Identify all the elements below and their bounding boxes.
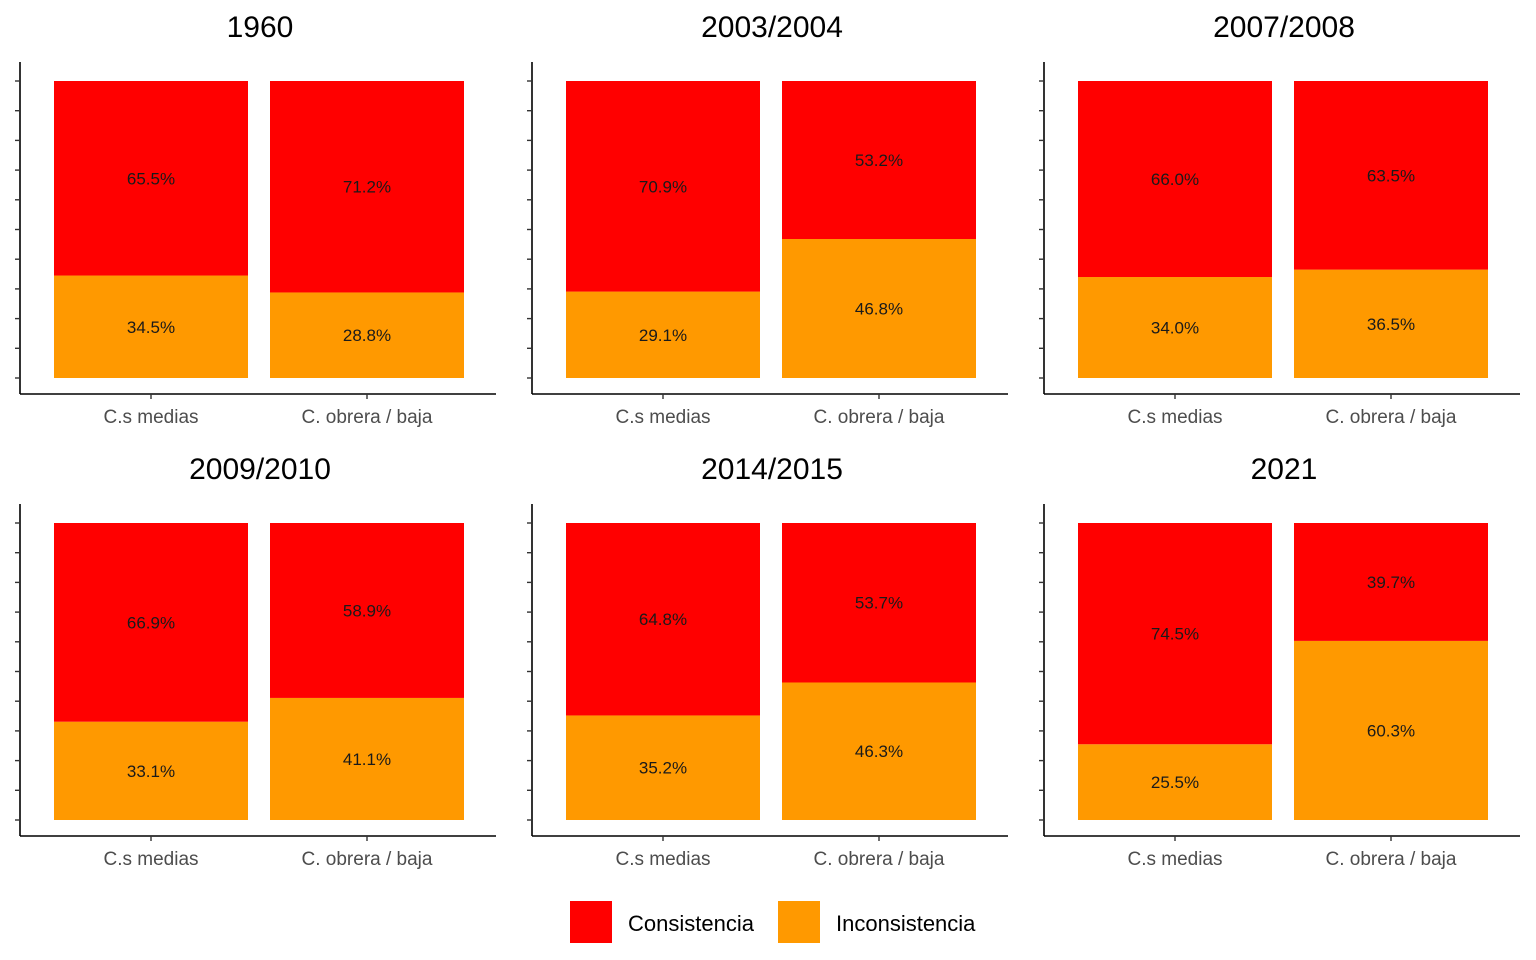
x-tick-label: C. obrera / baja [302, 849, 433, 870]
x-tick-label: C. obrera / baja [302, 407, 433, 428]
data-label: 28.8% [343, 326, 391, 345]
x-tick-label: C.s medias [615, 849, 710, 870]
bar-segment-consistencia [54, 523, 248, 722]
x-tick-label: C. obrera / baja [814, 407, 945, 428]
panel-title: 1960 [227, 11, 294, 44]
legend-swatch [778, 901, 820, 943]
panel-title: 2014/2015 [701, 453, 843, 486]
bar-segment-inconsistencia [566, 715, 760, 820]
data-label: 63.5% [1367, 166, 1415, 185]
data-label: 71.2% [343, 178, 391, 197]
panel-title: 2021 [1251, 453, 1318, 486]
bar-segment-inconsistencia [782, 239, 976, 378]
data-label: 65.5% [127, 169, 175, 188]
bar-segment-consistencia [782, 81, 976, 240]
data-label: 36.5% [1367, 315, 1415, 334]
bar-segment-inconsistencia [270, 697, 464, 820]
bar-segment-inconsistencia [1294, 640, 1488, 820]
bar-segment-inconsistencia [270, 292, 464, 378]
data-label: 64.8% [639, 610, 687, 629]
bar-segment-inconsistencia [1078, 744, 1272, 820]
data-label: 46.3% [855, 742, 903, 761]
bar-segment-consistencia [566, 81, 760, 292]
legend-swatch [570, 901, 612, 943]
x-tick-label: C.s medias [615, 407, 710, 428]
data-label: 34.5% [127, 318, 175, 337]
legend-label: Inconsistencia [836, 911, 976, 936]
bar-segment-consistencia [1294, 81, 1488, 270]
bar-segment-inconsistencia [54, 275, 248, 378]
data-label: 66.0% [1151, 170, 1199, 189]
data-label: 35.2% [639, 759, 687, 778]
panel-0: 1960 34.5% 65.5% C.s medias 28.8% 71.2% C. obr… [15, 11, 496, 428]
panel-1: 2003/2004 29.1% 70.9% C.s medias 46.8% 53.2% C… [527, 11, 1008, 428]
data-label: 33.1% [127, 762, 175, 781]
chart-panels: 1960 34.5% 65.5% C.s medias 28.8% 71.2% C. obr… [15, 11, 1520, 870]
bar-segment-consistencia [1294, 523, 1488, 641]
legend-item-inconsistencia: Inconsistencia [778, 901, 976, 943]
data-label: 66.9% [127, 613, 175, 632]
bar-segment-inconsistencia [1294, 269, 1488, 378]
x-tick-label: C. obrera / baja [1326, 849, 1457, 870]
bar-segment-consistencia [270, 81, 464, 293]
chart-legend: Consistencia Inconsistencia [570, 901, 976, 943]
data-label: 29.1% [639, 326, 687, 345]
data-label: 39.7% [1367, 573, 1415, 592]
panel-title: 2003/2004 [701, 11, 843, 44]
bar-segment-inconsistencia [1078, 277, 1272, 378]
x-tick-label: C.s medias [103, 407, 198, 428]
legend-label: Consistencia [628, 911, 755, 936]
data-label: 58.9% [343, 601, 391, 620]
bar-segment-consistencia [270, 523, 464, 698]
x-tick-label: C. obrera / baja [1326, 407, 1457, 428]
bar-segment-inconsistencia [782, 682, 976, 820]
data-label: 34.0% [1151, 319, 1199, 338]
bar-segment-consistencia [782, 523, 976, 683]
x-tick-label: C.s medias [103, 849, 198, 870]
panel-title: 2009/2010 [189, 453, 331, 486]
panel-4: 2014/2015 35.2% 64.8% C.s medias 46.3% 53.7% C… [527, 453, 1008, 870]
data-label: 60.3% [1367, 721, 1415, 740]
panel-3: 2009/2010 33.1% 66.9% C.s medias 41.1% 58.9% C… [15, 453, 496, 870]
data-label: 41.1% [343, 750, 391, 769]
bar-segment-consistencia [1078, 81, 1272, 278]
bar-segment-inconsistencia [566, 291, 760, 378]
data-label: 53.2% [855, 151, 903, 170]
x-tick-label: C.s medias [1127, 849, 1222, 870]
bar-segment-inconsistencia [54, 721, 248, 820]
data-label: 25.5% [1151, 773, 1199, 792]
data-label: 74.5% [1151, 625, 1199, 644]
bar-segment-consistencia [54, 81, 248, 276]
data-label: 46.8% [855, 300, 903, 319]
panel-5: 2021 25.5% 74.5% C.s medias 60.3% 39.7% C. obr… [1039, 453, 1520, 870]
data-label: 53.7% [855, 594, 903, 613]
panel-title: 2007/2008 [1213, 11, 1355, 44]
x-tick-label: C. obrera / baja [814, 849, 945, 870]
panel-2: 2007/2008 34.0% 66.0% C.s medias 36.5% 63.5% C… [1039, 11, 1520, 428]
bar-segment-consistencia [566, 523, 760, 716]
x-tick-label: C.s medias [1127, 407, 1222, 428]
legend-item-consistencia: Consistencia [570, 901, 755, 943]
data-label: 70.9% [639, 177, 687, 196]
bar-segment-consistencia [1078, 523, 1272, 745]
